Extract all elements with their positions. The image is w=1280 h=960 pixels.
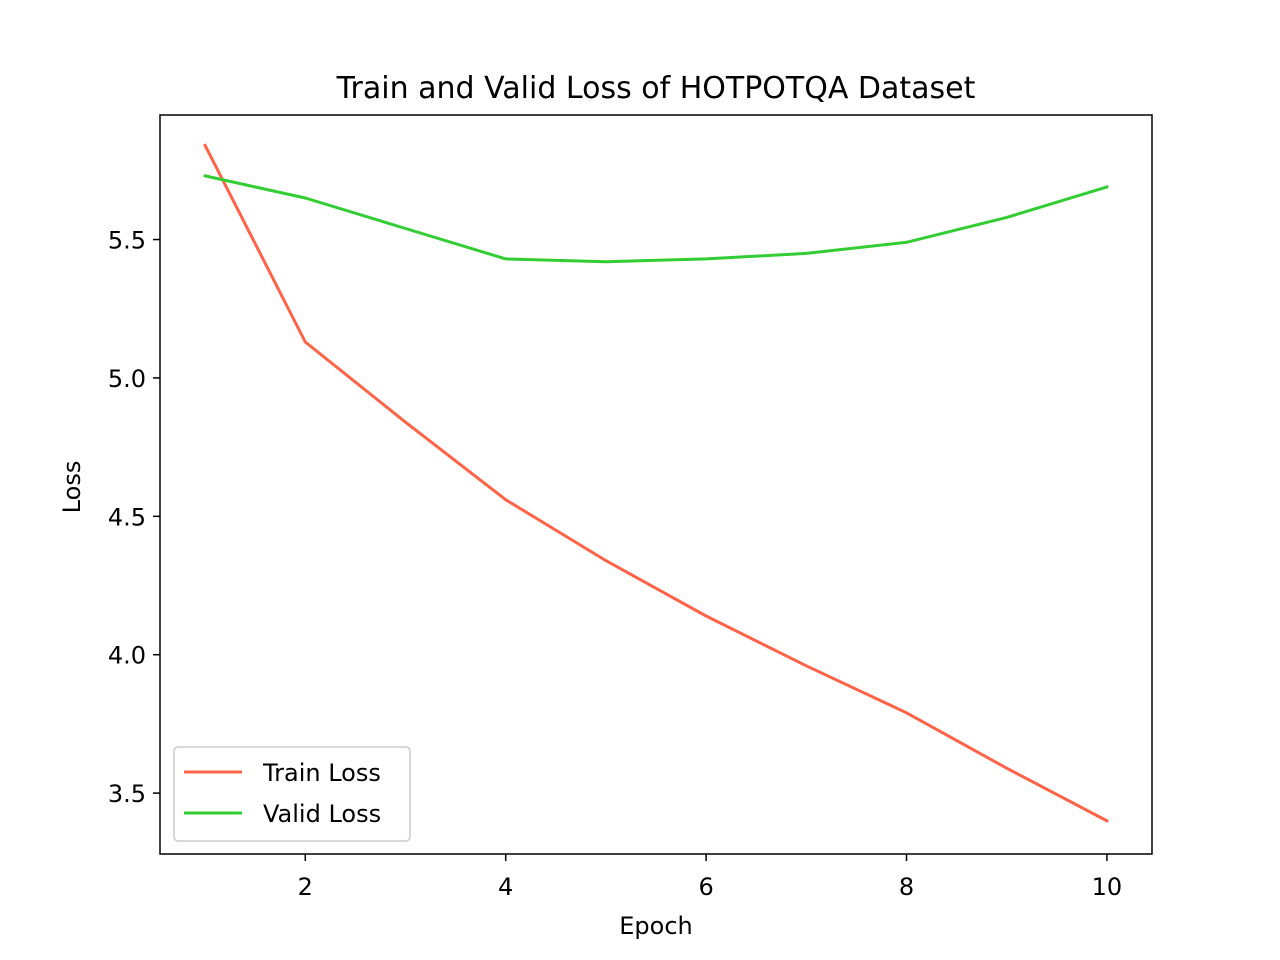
x-axis-label: Epoch: [619, 912, 693, 940]
y-tick-label: 5.0: [108, 365, 146, 393]
x-tick-label: 8: [899, 873, 914, 901]
plot-area-frame: [159, 114, 1153, 855]
series-layer: [203, 143, 1109, 823]
y-tick-label: 3.5: [108, 780, 146, 808]
legend-label-train-loss: Train Loss: [262, 759, 381, 787]
y-axis-ticks: 3.5 4.0 4.5 5.0 5.5: [108, 227, 160, 808]
x-axis-ticks: 2 4 6 8 10: [298, 854, 1123, 901]
x-tick-label: 6: [698, 873, 713, 901]
train-loss-line: [203, 143, 1109, 823]
chart-title: Train and Valid Loss of HOTPOTQA Dataset: [336, 71, 976, 106]
y-axis-label: Loss: [58, 461, 86, 514]
x-tick-label: 4: [498, 873, 513, 901]
legend: Train Loss Valid Loss: [173, 746, 411, 842]
valid-loss-line: [203, 174, 1109, 264]
y-tick-label: 5.5: [108, 227, 146, 255]
legend-label-valid-loss: Valid Loss: [263, 800, 381, 828]
y-tick-label: 4.0: [108, 642, 146, 670]
y-tick-label: 4.5: [108, 503, 146, 531]
x-tick-label: 10: [1092, 873, 1123, 901]
x-tick-label: 2: [298, 873, 313, 901]
